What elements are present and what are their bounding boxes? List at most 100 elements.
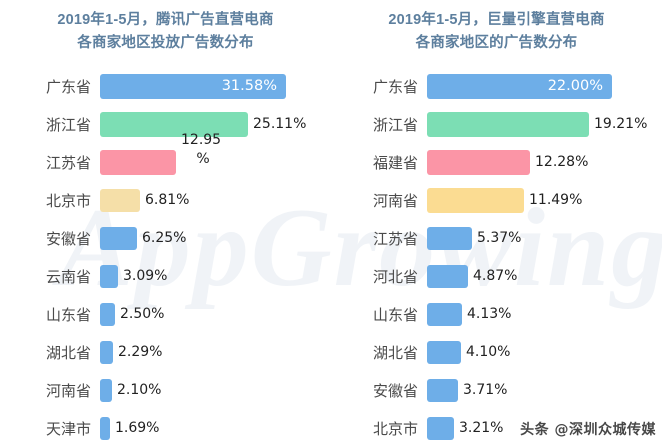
bar-right-4[interactable] bbox=[427, 226, 472, 250]
bar-value-right-5: 4.87% bbox=[473, 268, 518, 284]
bar-left-4[interactable] bbox=[100, 226, 137, 250]
bar-track: 3.71% bbox=[427, 371, 662, 409]
category-label-right-1: 浙江省 bbox=[372, 115, 418, 134]
category-label-right-8: 安徽省 bbox=[372, 381, 418, 400]
category-label-right-3: 河南省 bbox=[372, 191, 418, 210]
category-label-left-0: 广东省 bbox=[45, 77, 91, 96]
chart-panel-tencent: 2019年1-5月，腾讯广告直营电商 各商家地区投放广告数分布 广东省 31.58… bbox=[0, 12, 331, 445]
bar-left-8[interactable] bbox=[100, 378, 112, 402]
bar-track: 12.95% bbox=[100, 132, 331, 181]
bar-value-right-1: 19.21% bbox=[594, 116, 648, 132]
bar-track: 4.13% bbox=[427, 295, 662, 333]
category-label-right-0: 广东省 bbox=[372, 77, 418, 96]
bar-track: 4.10% bbox=[427, 333, 662, 371]
bar-track: 1.69% bbox=[100, 409, 331, 445]
bar-row: 安徽省 3.71% bbox=[331, 371, 662, 409]
bar-left-6[interactable] bbox=[100, 302, 115, 326]
bar-row: 湖北省 2.29% bbox=[0, 333, 331, 371]
chart-panel-oceanengine: 2019年1-5月，巨量引擎直营电商 各商家地区的广告数分布 广东省 22.00%… bbox=[331, 0, 662, 445]
bar-left-0[interactable]: 31.58% bbox=[100, 73, 286, 99]
bar-value-left-3: 6.81% bbox=[145, 192, 190, 208]
bar-rows-tencent: 广东省 31.58% 浙江省 25.11% 江苏省 12.95% 北京市 6.81% 安徽省 6.… bbox=[0, 67, 331, 445]
publisher-watermark: 头条 @深圳众城传媒 bbox=[520, 422, 656, 438]
bar-row: 浙江省 19.21% bbox=[331, 105, 662, 143]
category-label-left-3: 北京市 bbox=[45, 191, 91, 210]
category-label-right-2: 福建省 bbox=[372, 153, 418, 172]
bar-right-3[interactable] bbox=[427, 187, 524, 213]
category-label-right-7: 湖北省 bbox=[372, 343, 418, 362]
chart-title-tencent: 2019年1-5月，腾讯广告直营电商 各商家地区投放广告数分布 bbox=[57, 12, 274, 51]
bar-track: 6.25% bbox=[100, 219, 331, 257]
bar-row: 福建省 12.28% bbox=[331, 143, 662, 181]
bar-track: 2.29% bbox=[100, 333, 331, 371]
bar-track: 25.11% bbox=[100, 105, 331, 143]
category-label-left-9: 天津市 bbox=[45, 419, 91, 438]
bar-value-left-0: 31.58% bbox=[221, 78, 277, 94]
bar-track: 22.00% bbox=[427, 67, 662, 105]
bar-value-right-9: 3.21% bbox=[459, 420, 504, 436]
bar-right-7[interactable] bbox=[427, 340, 461, 364]
bar-row: 河南省 11.49% bbox=[331, 181, 662, 219]
bar-value-right-6: 4.13% bbox=[467, 306, 512, 322]
bar-row: 江苏省 12.95% bbox=[0, 132, 331, 181]
bar-row: 天津市 1.69% bbox=[0, 409, 331, 445]
bar-right-1[interactable] bbox=[427, 111, 589, 137]
bar-right-6[interactable] bbox=[427, 302, 462, 326]
bar-row: 浙江省 25.11% bbox=[0, 105, 331, 143]
bar-left-3[interactable] bbox=[100, 188, 140, 212]
bar-left-9[interactable] bbox=[100, 416, 110, 440]
bar-track: 5.37% bbox=[427, 219, 662, 257]
category-label-left-2: 江苏省 bbox=[45, 153, 91, 172]
bar-value-left-1: 25.11% bbox=[253, 116, 307, 132]
category-label-right-4: 江苏省 bbox=[372, 229, 418, 248]
bar-row: 北京市 6.81% bbox=[0, 181, 331, 219]
bar-right-0[interactable]: 22.00% bbox=[427, 73, 612, 99]
bar-track: 3.09% bbox=[100, 257, 331, 295]
bar-left-2[interactable]: 12.95% bbox=[100, 132, 221, 175]
bar-right-2[interactable] bbox=[427, 149, 530, 175]
bar-row: 山东省 4.13% bbox=[331, 295, 662, 333]
category-label-right-5: 河北省 bbox=[372, 267, 418, 286]
bar-left-1[interactable] bbox=[100, 111, 248, 137]
bar-track: 2.50% bbox=[100, 295, 331, 333]
category-label-left-5: 云南省 bbox=[45, 267, 91, 286]
bar-track: 4.87% bbox=[427, 257, 662, 295]
category-label-right-6: 山东省 bbox=[372, 305, 418, 324]
bar-row: 山东省 2.50% bbox=[0, 295, 331, 333]
bar-track: 12.28% bbox=[427, 143, 662, 181]
bar-value-left-8: 2.10% bbox=[117, 382, 162, 398]
bar-track: 3.21% bbox=[427, 409, 662, 445]
chart-title-oceanengine: 2019年1-5月，巨量引擎直营电商 各商家地区的广告数分布 bbox=[388, 12, 605, 51]
category-label-left-6: 山东省 bbox=[45, 305, 91, 324]
bar-row: 江苏省 5.37% bbox=[331, 219, 662, 257]
bar-value-left-6: 2.50% bbox=[120, 306, 165, 322]
bar-value-left-5: 3.09% bbox=[123, 268, 168, 284]
bar-row: 广东省 22.00% bbox=[331, 67, 662, 105]
bar-left-5[interactable] bbox=[100, 264, 118, 288]
bar-left-7[interactable] bbox=[100, 340, 113, 364]
bar-value-left-4: 6.25% bbox=[142, 230, 187, 246]
bar-value-right-4: 5.37% bbox=[477, 230, 522, 246]
bar-rows-oceanengine: 广东省 22.00% 浙江省 19.21% 福建省 12.28% 河南省 11.49% 江苏省 5… bbox=[331, 67, 662, 445]
bar-value-right-8: 3.71% bbox=[463, 382, 508, 398]
bar-row: 湖北省 4.10% bbox=[331, 333, 662, 371]
bar-track: 19.21% bbox=[427, 105, 662, 143]
bar-track: 31.58% bbox=[100, 67, 331, 105]
category-label-left-8: 河南省 bbox=[45, 381, 91, 400]
bar-value-left-9: 1.69% bbox=[115, 420, 160, 436]
bar-right-5[interactable] bbox=[427, 264, 468, 288]
bar-value-left-2: 12.95% bbox=[181, 131, 222, 167]
bar-row: 云南省 3.09% bbox=[0, 257, 331, 295]
bar-value-left-7: 2.29% bbox=[118, 344, 163, 360]
bar-row: 广东省 31.58% bbox=[0, 67, 331, 105]
bar-right-8[interactable] bbox=[427, 378, 458, 402]
bar-row: 河北省 4.87% bbox=[331, 257, 662, 295]
bar-row: 安徽省 6.25% bbox=[0, 219, 331, 257]
bar-right-9[interactable] bbox=[427, 416, 454, 440]
bar-value-right-7: 4.10% bbox=[466, 344, 511, 360]
category-label-right-9: 北京市 bbox=[372, 419, 418, 438]
category-label-left-7: 湖北省 bbox=[45, 343, 91, 362]
bar-value-right-3: 11.49% bbox=[529, 192, 583, 208]
bar-row: 河南省 2.10% bbox=[0, 371, 331, 409]
